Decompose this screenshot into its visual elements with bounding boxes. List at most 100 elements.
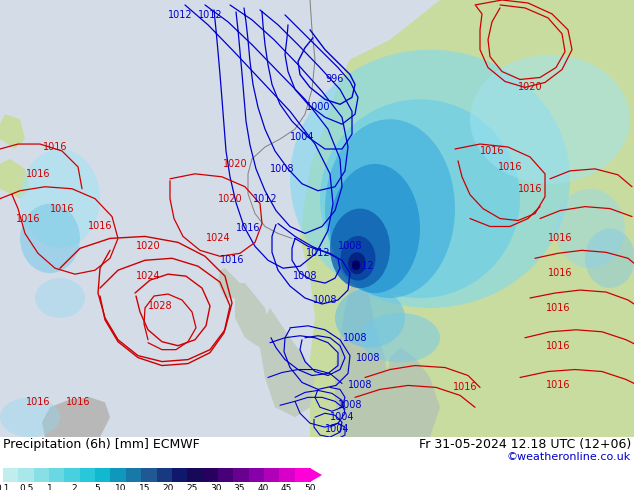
Text: 1008: 1008 [343, 333, 367, 343]
Text: 1000: 1000 [306, 102, 330, 112]
Text: 40: 40 [257, 484, 268, 490]
Bar [233, 468, 249, 482]
Text: 1016: 1016 [518, 184, 542, 194]
Text: 1012: 1012 [198, 10, 223, 20]
Text: ©weatheronline.co.uk: ©weatheronline.co.uk [507, 452, 631, 462]
Text: 1016: 1016 [546, 380, 570, 391]
Polygon shape [42, 397, 110, 437]
Ellipse shape [555, 189, 625, 268]
Polygon shape [260, 308, 315, 417]
Bar [172, 468, 188, 482]
Text: 0.1: 0.1 [0, 484, 10, 490]
Polygon shape [355, 348, 440, 437]
Text: 1012: 1012 [253, 194, 277, 204]
Text: 1016: 1016 [453, 382, 477, 392]
Text: 1: 1 [48, 484, 53, 490]
Text: Fr 31-05-2024 12.18 UTC (12+06): Fr 31-05-2024 12.18 UTC (12+06) [418, 438, 631, 451]
Text: 1008: 1008 [293, 271, 317, 281]
Bar [218, 468, 234, 482]
Ellipse shape [585, 228, 634, 288]
Text: 25: 25 [186, 484, 198, 490]
Text: 45: 45 [281, 484, 292, 490]
Bar [34, 468, 49, 482]
Ellipse shape [20, 149, 100, 248]
Ellipse shape [360, 313, 440, 363]
Text: 1016: 1016 [548, 233, 573, 244]
Text: 996: 996 [326, 74, 344, 84]
Text: 1012: 1012 [167, 10, 192, 20]
Text: 1016: 1016 [42, 142, 67, 152]
Text: 1016: 1016 [66, 397, 90, 407]
Polygon shape [335, 278, 390, 437]
Text: 1016: 1016 [498, 162, 522, 172]
Ellipse shape [0, 397, 60, 437]
Ellipse shape [352, 260, 360, 270]
Text: 1020: 1020 [518, 82, 542, 93]
Text: 1016: 1016 [546, 341, 570, 351]
Text: 2: 2 [71, 484, 77, 490]
Ellipse shape [35, 278, 85, 318]
Text: 1008: 1008 [338, 242, 362, 251]
Ellipse shape [20, 204, 80, 273]
Bar [249, 468, 264, 482]
Text: 1016: 1016 [548, 268, 573, 278]
Text: 1016: 1016 [26, 397, 50, 407]
Ellipse shape [470, 55, 630, 184]
Text: 1004: 1004 [330, 412, 354, 422]
Ellipse shape [330, 164, 420, 293]
Text: 1012: 1012 [306, 248, 330, 258]
Text: 1004: 1004 [290, 132, 314, 142]
Bar [187, 468, 203, 482]
Bar [202, 468, 218, 482]
Ellipse shape [348, 252, 366, 274]
Text: 20: 20 [162, 484, 174, 490]
Polygon shape [0, 159, 30, 198]
Bar [65, 468, 81, 482]
Polygon shape [300, 0, 634, 437]
Text: 1016: 1016 [49, 204, 74, 214]
Text: 1016: 1016 [236, 223, 260, 233]
Text: 1016: 1016 [546, 303, 570, 313]
Bar [49, 468, 65, 482]
Text: 1016: 1016 [87, 221, 112, 231]
Text: 0.5: 0.5 [20, 484, 34, 490]
Bar [95, 468, 111, 482]
Text: 1016: 1016 [16, 214, 40, 223]
Ellipse shape [320, 99, 520, 298]
Bar [157, 468, 172, 482]
Text: 1008: 1008 [348, 380, 372, 391]
Polygon shape [235, 283, 270, 348]
Bar [141, 468, 157, 482]
Text: 1020: 1020 [136, 242, 160, 251]
Ellipse shape [330, 209, 390, 288]
Text: 1024: 1024 [205, 233, 230, 244]
Ellipse shape [340, 236, 375, 281]
Text: 1008: 1008 [269, 164, 294, 174]
Text: 1024: 1024 [136, 271, 160, 281]
Text: 30: 30 [210, 484, 221, 490]
Text: 1008: 1008 [313, 295, 337, 305]
Bar [126, 468, 141, 482]
Bar [264, 468, 280, 482]
Ellipse shape [290, 49, 570, 308]
Text: 1016: 1016 [26, 169, 50, 179]
Polygon shape [310, 468, 322, 482]
Text: 1016: 1016 [220, 255, 244, 265]
Text: 10: 10 [115, 484, 127, 490]
Bar [80, 468, 96, 482]
Text: 50: 50 [304, 484, 316, 490]
Bar [110, 468, 126, 482]
Text: 1020: 1020 [217, 194, 242, 204]
Text: 1016: 1016 [480, 146, 504, 156]
Text: 1008: 1008 [356, 353, 380, 363]
Text: 1004: 1004 [325, 424, 349, 434]
Text: 1012: 1012 [350, 261, 374, 271]
Bar [3, 468, 19, 482]
Text: 1020: 1020 [223, 159, 247, 169]
Text: 1028: 1028 [148, 301, 172, 311]
Bar [280, 468, 295, 482]
Polygon shape [218, 268, 240, 298]
Polygon shape [0, 114, 25, 149]
Text: 1008: 1008 [338, 400, 362, 410]
Text: 35: 35 [233, 484, 245, 490]
